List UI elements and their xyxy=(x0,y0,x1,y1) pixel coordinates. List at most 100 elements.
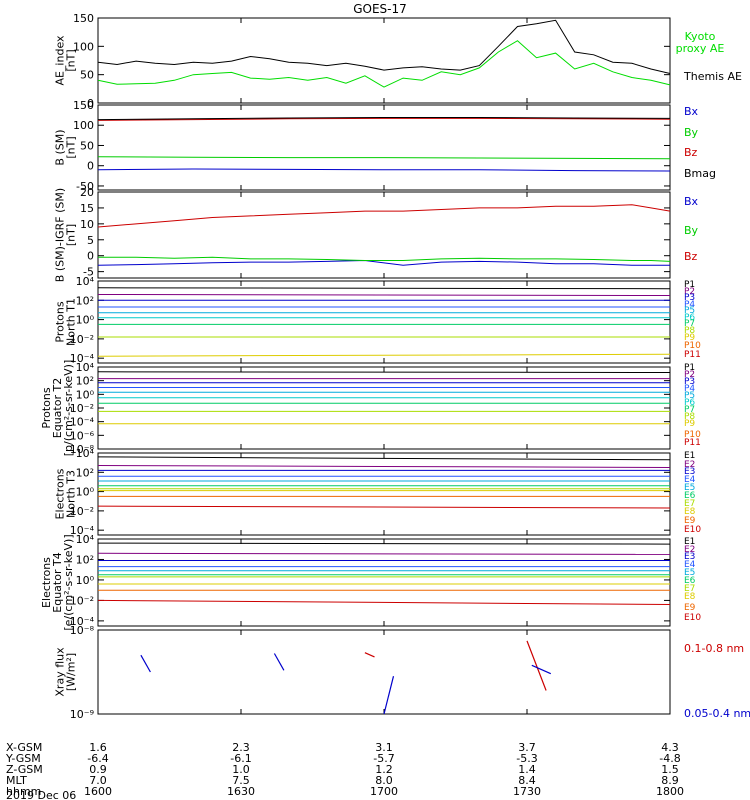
y-tick-label: 50 xyxy=(80,69,94,82)
y-tick-label: 10² xyxy=(76,466,94,479)
panel-protons_t2: 10⁻⁸10⁻⁶10⁻⁴10⁻²10⁰10²10⁴ProtonsEquator … xyxy=(40,360,701,457)
y-axis-label: B (SM) xyxy=(54,129,67,165)
y-tick-label: 10⁻⁴ xyxy=(70,352,95,365)
panel-frame xyxy=(97,191,671,279)
footer-value: 1.5 xyxy=(661,763,679,776)
y-tick-label: 10² xyxy=(76,294,94,307)
legend-entry: E10 xyxy=(684,525,701,535)
legend-entry: E8 xyxy=(684,507,696,517)
legend-entry: E7 xyxy=(684,499,695,509)
legend-entry: P1 xyxy=(684,363,695,373)
series-Bmag xyxy=(97,117,671,121)
y-axis-label: Electrons xyxy=(54,468,67,519)
series-0.05-0.4 nm xyxy=(531,664,552,675)
panel-frame xyxy=(97,17,671,104)
legend-entry: By xyxy=(684,224,699,237)
panel-frame xyxy=(97,366,671,450)
series-E10 xyxy=(97,505,671,509)
y-axis-label: Protons xyxy=(54,301,67,342)
legend-entry: P7 xyxy=(684,319,695,329)
series-P1 xyxy=(97,371,671,373)
legend-entry: P8 xyxy=(684,326,695,336)
series-E10 xyxy=(97,599,671,605)
y-tick-label: 10⁰ xyxy=(76,388,95,401)
footer-row-label: X-GSM xyxy=(6,741,42,754)
legend-entry: By xyxy=(684,126,699,139)
series-0.05-0.4 nm xyxy=(383,676,395,715)
legend-entry: E4 xyxy=(684,475,696,485)
legend-entry: E2 xyxy=(684,460,695,470)
panel-frame xyxy=(97,629,671,715)
y-tick-label: -50 xyxy=(76,180,94,193)
legend-entry: P11 xyxy=(684,350,701,360)
y-tick-label: 10 xyxy=(80,218,94,231)
y-tick-label: 15 xyxy=(80,202,94,215)
y-tick-label: 100 xyxy=(73,40,94,53)
y-tick-label: 10⁰ xyxy=(76,486,95,499)
y-axis-label: B (SM)-IGRF (SM) xyxy=(54,188,67,282)
legend-entry: E2 xyxy=(684,545,695,555)
y-tick-label: -5 xyxy=(83,266,94,279)
legend-entry: P9 xyxy=(684,333,695,343)
legend-entry: E1 xyxy=(684,537,695,547)
y-tick-label: 10⁴ xyxy=(76,447,95,460)
y-tick-label: 10⁻⁴ xyxy=(70,416,95,429)
legend-entry: Bx xyxy=(684,195,699,208)
footer-value: -5.3 xyxy=(516,752,537,765)
orbit-footer: X-GSM 1.6 2.3 3.1 3.7 4.3 Y-GSM -6.4 -6.1 -5.7 -5.… xyxy=(5,741,684,800)
footer-value: 7.0 xyxy=(89,774,107,787)
footer-value: 8.4 xyxy=(518,774,536,787)
panel-bsm: -50 0 50 100 150 B (SM)[nT] Bx By Bz Bmag xyxy=(54,99,717,193)
legend-entry: E10 xyxy=(684,613,701,623)
series-P9 xyxy=(97,353,671,357)
footer-value: 1600 xyxy=(84,785,112,798)
legend-entry: E6 xyxy=(684,576,696,586)
legend-entry: P3 xyxy=(684,293,695,303)
footer-value: 1630 xyxy=(227,785,255,798)
legend-entry: Bmag xyxy=(684,167,716,180)
y-tick-label: 10⁴ xyxy=(76,533,95,546)
legend-entry: proxy AE xyxy=(676,42,725,55)
series-E2 xyxy=(97,552,671,555)
legend-entry: E6 xyxy=(684,491,696,501)
legend-entry: Themis AE xyxy=(683,70,742,83)
y-tick-label: 50 xyxy=(80,139,94,152)
legend-entry: E9 xyxy=(684,516,696,526)
legend-entry: P6 xyxy=(684,398,695,408)
footer-value: 7.5 xyxy=(232,774,250,787)
panel-frame xyxy=(97,538,671,627)
legend-entry: P2 xyxy=(684,287,695,297)
footer-value: 3.7 xyxy=(518,741,536,754)
legend-entry: E7 xyxy=(684,584,695,594)
series-E1 xyxy=(97,456,671,461)
panel-bdiff: -5 0 5 10 15 20 B (SM)-IGRF (SM)[nT] Bx By Bz xyxy=(54,186,699,282)
legend-entry: P2 xyxy=(684,370,695,380)
series-P1 xyxy=(97,287,671,290)
y-tick-label: 10⁻⁸ xyxy=(70,443,95,456)
plot-title: GOES-17 xyxy=(353,2,407,16)
series-E1 xyxy=(97,542,671,545)
legend-entry: P10 xyxy=(684,430,701,440)
series-0.05-0.4 nm xyxy=(273,653,285,671)
legend-entry: P5 xyxy=(684,391,695,401)
footer-value: 0.9 xyxy=(89,763,107,776)
y-tick-label: 10² xyxy=(76,553,94,566)
y-axis-label: Protons xyxy=(40,387,53,428)
y-tick-label: 5 xyxy=(87,234,94,247)
y-axis-label: [W/m²] xyxy=(65,653,78,691)
y-tick-label: 0 xyxy=(87,97,94,110)
y-axis-label: AE_index xyxy=(54,35,67,86)
y-tick-label: 10⁻² xyxy=(70,402,94,415)
y-tick-label: 10⁻² xyxy=(70,333,94,346)
footer-value: 1800 xyxy=(656,785,684,798)
y-tick-label: 10⁻⁴ xyxy=(70,615,95,628)
footer-value: -6.1 xyxy=(230,752,251,765)
y-axis-label: Equator T4 xyxy=(51,552,64,612)
footer-row-label: Z-GSM xyxy=(6,763,43,776)
legend-entry: P9 xyxy=(684,419,695,429)
legend-entry: P11 xyxy=(684,438,701,448)
